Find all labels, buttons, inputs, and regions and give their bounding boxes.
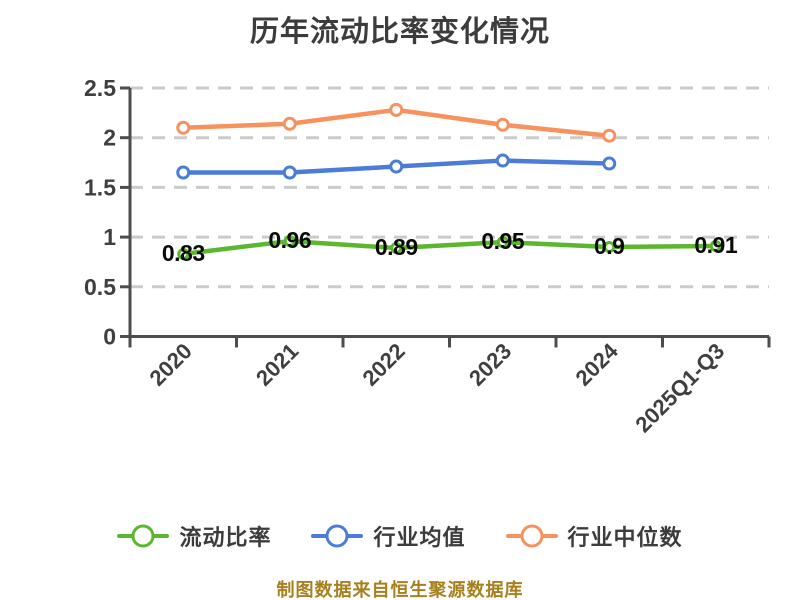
legend-circle-icon <box>520 524 543 548</box>
legend-item-2: 行业中位数 <box>505 520 683 552</box>
legend-label: 流动比率 <box>179 525 272 550</box>
data-point-marker <box>709 240 722 253</box>
data-point-marker <box>389 159 404 174</box>
y-tick-label: 0.5 <box>84 274 116 300</box>
series-line-0 <box>181 238 718 257</box>
legend-item-0: 流动比率 <box>117 520 271 552</box>
data-point-marker <box>603 241 616 254</box>
legend-line-marker-icon <box>311 523 364 549</box>
x-tick-label: 2024 <box>570 338 623 391</box>
data-point-marker <box>389 102 404 117</box>
x-tick-label: 2021 <box>251 338 303 390</box>
data-point-marker <box>602 156 617 171</box>
data-point-label: 0.95 <box>481 228 524 254</box>
x-tick-label: 2022 <box>357 338 409 390</box>
data-point-label: 0.89 <box>375 234 418 260</box>
y-tick-label: 2 <box>103 125 116 151</box>
legend-line-marker-icon <box>505 523 558 549</box>
legend-line-marker-icon <box>117 523 170 549</box>
y-tick-label: 0 <box>103 324 116 350</box>
data-point-marker <box>390 242 403 255</box>
data-point-label: 0.91 <box>694 232 737 258</box>
x-tick-label: 2020 <box>144 338 196 390</box>
data-point-marker <box>495 117 510 132</box>
legend-circle-icon <box>131 524 155 548</box>
x-tick-label: 2025Q1-Q3 <box>630 338 729 437</box>
legend-circle-icon <box>325 524 349 548</box>
data-point-marker <box>282 165 297 180</box>
data-point-label: 0.9 <box>594 233 624 259</box>
legend-label: 行业均值 <box>373 525 466 550</box>
x-tick-label: 2023 <box>464 338 516 390</box>
y-tick-label: 1.5 <box>84 174 116 200</box>
data-source-note: 制图数据来自恒生聚源数据库 <box>276 580 524 600</box>
legend-item-1: 行业均值 <box>311 520 465 552</box>
data-point-marker <box>496 236 509 249</box>
data-point-marker <box>176 165 191 180</box>
data-point-marker <box>283 235 296 248</box>
y-tick-label: 1 <box>103 224 116 250</box>
data-point-marker <box>495 153 510 168</box>
data-point-marker <box>176 120 191 135</box>
legend-label: 行业中位数 <box>567 525 683 550</box>
y-tick-label: 2.5 <box>84 75 116 101</box>
data-point-marker <box>177 247 190 260</box>
data-point-marker <box>282 116 297 131</box>
data-point-label: 0.96 <box>268 227 311 253</box>
data-point-label: 0.83 <box>162 240 205 266</box>
chart-legend: 流动比率 行业均值 行业中位数 <box>0 520 800 552</box>
data-point-marker <box>602 128 617 143</box>
chart-title: 历年流动比率变化情况 <box>249 16 550 48</box>
